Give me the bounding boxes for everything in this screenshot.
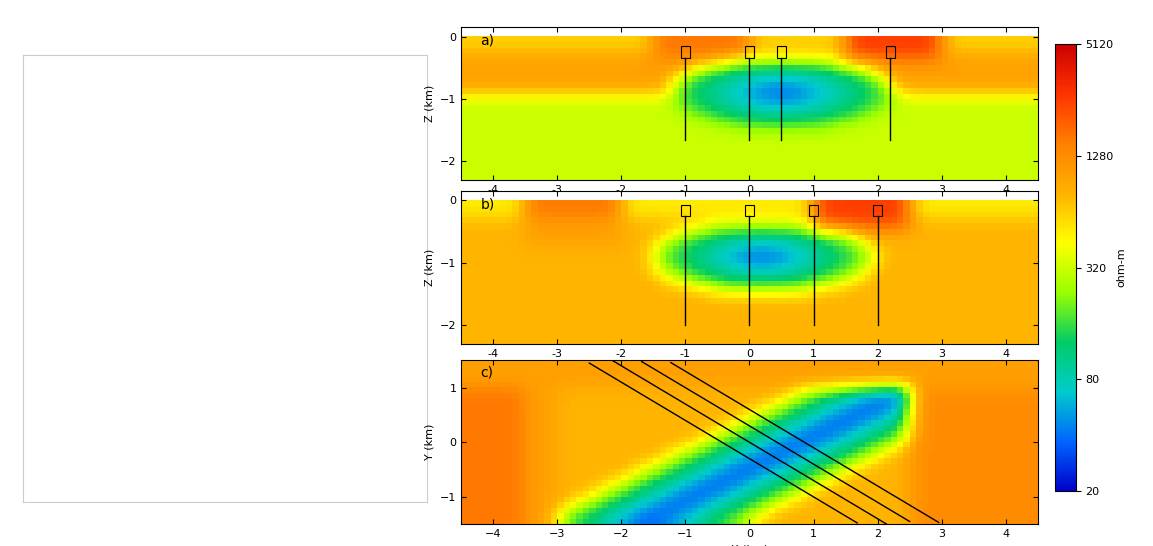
Y-axis label: Z (km): Z (km) bbox=[424, 85, 435, 122]
Bar bbox=[777, 46, 786, 58]
Bar bbox=[745, 205, 754, 216]
Bar bbox=[809, 205, 817, 216]
Y-axis label: Z (km): Z (km) bbox=[424, 249, 435, 286]
Text: c): c) bbox=[481, 366, 493, 380]
Bar bbox=[681, 46, 689, 58]
X-axis label: X (km): X (km) bbox=[731, 200, 768, 211]
Bar bbox=[681, 205, 689, 216]
Bar bbox=[873, 205, 882, 216]
Text: b): b) bbox=[481, 197, 495, 211]
Y-axis label: ohm-m: ohm-m bbox=[1116, 248, 1126, 287]
Text: a): a) bbox=[481, 33, 495, 48]
X-axis label: X (km): X (km) bbox=[731, 364, 768, 375]
X-axis label: X (km): X (km) bbox=[731, 544, 768, 546]
Bar bbox=[745, 46, 754, 58]
Y-axis label: Y (km): Y (km) bbox=[424, 424, 435, 460]
Bar bbox=[886, 46, 895, 58]
